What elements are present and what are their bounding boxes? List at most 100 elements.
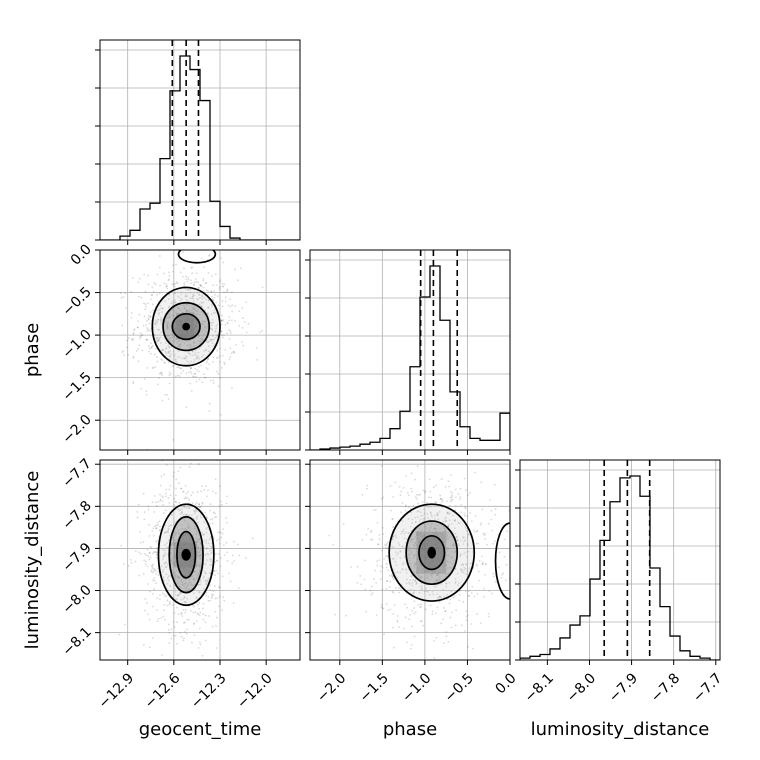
- sample-point: [433, 527, 436, 530]
- sample-point: [433, 518, 436, 520]
- sample-point: [464, 551, 467, 554]
- sample-point: [411, 518, 414, 521]
- sample-point: [404, 505, 407, 508]
- sample-point: [170, 559, 173, 562]
- sample-point: [388, 574, 391, 577]
- sample-point: [224, 296, 227, 299]
- sample-point: [206, 312, 209, 315]
- sample-point: [196, 325, 199, 328]
- sample-point: [426, 542, 429, 545]
- sample-point: [182, 639, 185, 642]
- sample-point: [459, 553, 462, 555]
- sample-point: [188, 343, 191, 346]
- sample-point: [197, 552, 199, 555]
- sample-point: [189, 529, 192, 532]
- sample-point: [185, 303, 188, 306]
- sample-point: [390, 509, 392, 512]
- sample-point: [219, 485, 222, 488]
- sample-point: [177, 529, 180, 532]
- sample-point: [438, 601, 441, 603]
- sample-point: [402, 627, 405, 630]
- sample-point: [421, 585, 423, 588]
- sample-point: [165, 352, 168, 355]
- sample-point: [397, 552, 400, 554]
- sample-point: [138, 344, 141, 347]
- sample-point: [452, 544, 454, 546]
- sample-point: [443, 595, 446, 598]
- sample-point: [385, 580, 388, 582]
- sample-point: [216, 539, 218, 542]
- sample-point: [193, 306, 196, 309]
- sample-point: [228, 319, 231, 322]
- sample-point: [165, 594, 168, 597]
- sample-point: [144, 290, 147, 293]
- sample-point: [168, 374, 171, 376]
- sample-point: [157, 383, 159, 386]
- sample-point: [156, 521, 159, 524]
- sample-point: [435, 574, 438, 577]
- sample-point: [178, 320, 181, 323]
- sample-point: [456, 536, 458, 539]
- sample-point: [158, 377, 160, 379]
- sample-point: [450, 567, 453, 570]
- sample-point: [425, 501, 428, 504]
- sample-point: [203, 320, 206, 323]
- sample-point: [442, 567, 445, 569]
- sample-point: [181, 329, 184, 332]
- sample-point: [164, 362, 166, 365]
- sample-point: [176, 355, 179, 358]
- sample-point: [215, 311, 217, 314]
- sample-point: [168, 488, 171, 491]
- sample-point: [410, 538, 413, 540]
- sample-point: [219, 413, 222, 416]
- sample-point: [219, 531, 221, 534]
- sample-point: [182, 534, 185, 537]
- sample-point: [173, 336, 176, 339]
- sample-point: [183, 321, 186, 324]
- sample-point: [158, 255, 161, 257]
- sample-point: [465, 615, 468, 618]
- sample-point: [464, 630, 466, 632]
- sample-point: [486, 543, 488, 546]
- sample-point: [244, 557, 247, 559]
- sample-point: [183, 595, 186, 598]
- sample-point: [181, 577, 184, 580]
- sample-point: [208, 351, 211, 353]
- sample-point: [183, 566, 186, 569]
- sample-point: [182, 311, 184, 314]
- sample-point: [184, 542, 187, 545]
- sample-point: [190, 494, 193, 497]
- sample-point: [194, 313, 196, 316]
- sample-point: [488, 615, 490, 618]
- sample-point: [150, 569, 153, 572]
- sample-point: [190, 347, 193, 350]
- sample-point: [179, 586, 181, 589]
- sample-point: [188, 526, 191, 529]
- sample-point: [157, 501, 159, 503]
- sample-point: [186, 568, 188, 571]
- sample-point: [214, 610, 217, 613]
- sample-point: [439, 571, 441, 574]
- sample-point: [175, 531, 178, 534]
- sample-point: [195, 272, 198, 275]
- sample-point: [188, 321, 190, 324]
- sample-point: [166, 393, 168, 396]
- panel-frame: [99, 39, 301, 241]
- sample-point: [136, 326, 139, 329]
- sample-point: [182, 538, 185, 541]
- sample-point: [192, 297, 195, 300]
- sample-point: [163, 562, 166, 565]
- sample-point: [423, 541, 425, 544]
- sample-point: [188, 311, 191, 314]
- sample-point: [166, 576, 169, 579]
- sample-point: [164, 552, 166, 554]
- sample-point: [158, 312, 160, 314]
- sample-point: [410, 487, 413, 490]
- sample-point: [200, 554, 203, 557]
- sample-point: [454, 527, 456, 530]
- sample-point: [415, 494, 418, 496]
- sample-point: [211, 342, 214, 345]
- x-tick-label: −0.5: [442, 670, 477, 705]
- sample-point: [467, 533, 470, 536]
- sample-point: [401, 567, 404, 570]
